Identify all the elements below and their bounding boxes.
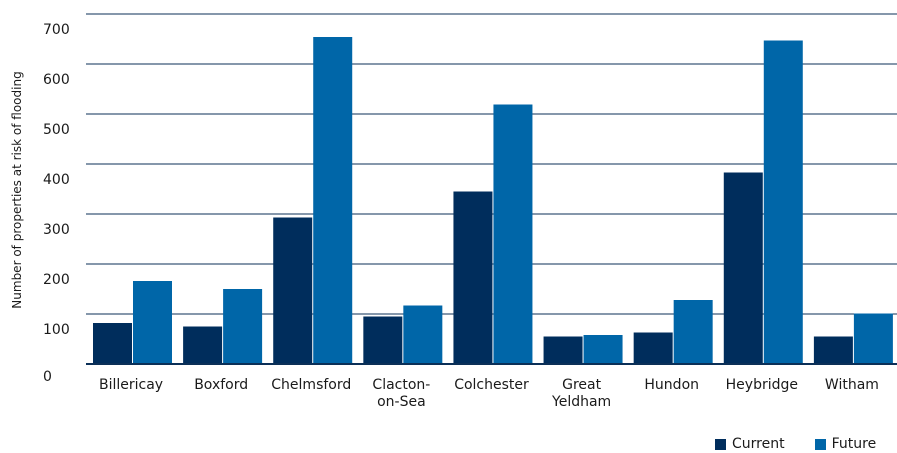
y-tick-label: 200 [43, 272, 70, 288]
x-category-label-line: Chelmsford [271, 377, 351, 393]
x-category-label: Witham [825, 377, 879, 393]
x-category-label: Billericay [99, 377, 163, 393]
bar-future [403, 305, 443, 364]
bar-current [543, 336, 583, 364]
bar-current [453, 191, 493, 364]
bar-future [313, 37, 353, 364]
x-category-label: Clacton-on-Sea [372, 377, 430, 410]
y-tick-label: 0 [43, 369, 52, 385]
bar-future [763, 40, 803, 364]
x-category-label-line: Billericay [99, 377, 163, 393]
x-category-label: Colchester [454, 377, 529, 393]
bar-chart: 0 100 200 300 400 500 600 700 Number of properti… [10, 13, 897, 410]
bar-future [223, 289, 263, 364]
bar-future [583, 335, 623, 364]
x-category-label-line: Yeldham [551, 394, 611, 410]
x-category-label: Hundon [644, 377, 699, 393]
x-category-label-line: Boxford [194, 377, 248, 393]
x-category-label-line: on-Sea [377, 394, 426, 410]
legend-swatch-future [814, 438, 826, 450]
y-tick-label: 700 [43, 22, 70, 38]
x-category-label-line: Witham [825, 377, 879, 393]
y-axis-label: Number of properties at risk of flooding [10, 71, 24, 308]
bar-future [493, 104, 533, 364]
legend-label-future: Future [831, 436, 877, 452]
bar-current [813, 336, 853, 364]
legend-swatch-current [715, 438, 726, 450]
y-tick-label: 100 [43, 322, 70, 338]
x-category-label-line: Hundon [644, 377, 699, 393]
x-category-label: Heybridge [726, 377, 798, 393]
bar-current [183, 326, 223, 364]
legend-label-current: Current [732, 436, 785, 452]
legend-item-current: Current [715, 436, 785, 452]
y-tick-label: 300 [43, 222, 70, 238]
bar-current [633, 332, 673, 364]
bar-future [133, 281, 172, 364]
y-tick-label: 600 [43, 72, 70, 88]
bar-future [853, 313, 893, 364]
y-tick-label: 500 [43, 122, 70, 138]
legend-item-future: Future [814, 436, 877, 452]
bar-current [363, 316, 403, 364]
x-category-label-line: Heybridge [726, 377, 798, 393]
bar-future [673, 300, 713, 364]
y-tick-label: 400 [43, 172, 70, 188]
x-category-label: Great Yeldham [551, 377, 611, 410]
x-category-label-line: Clacton- [372, 377, 430, 393]
bar-current [93, 323, 132, 364]
legend: Current Future [715, 436, 876, 452]
x-category-label: Boxford [194, 377, 248, 393]
x-category-label: Chelmsford [271, 377, 351, 393]
bar-current [273, 217, 313, 364]
x-category-label-line: Colchester [454, 377, 529, 393]
x-category-label-line: Great [562, 377, 601, 393]
bar-current [723, 172, 763, 364]
